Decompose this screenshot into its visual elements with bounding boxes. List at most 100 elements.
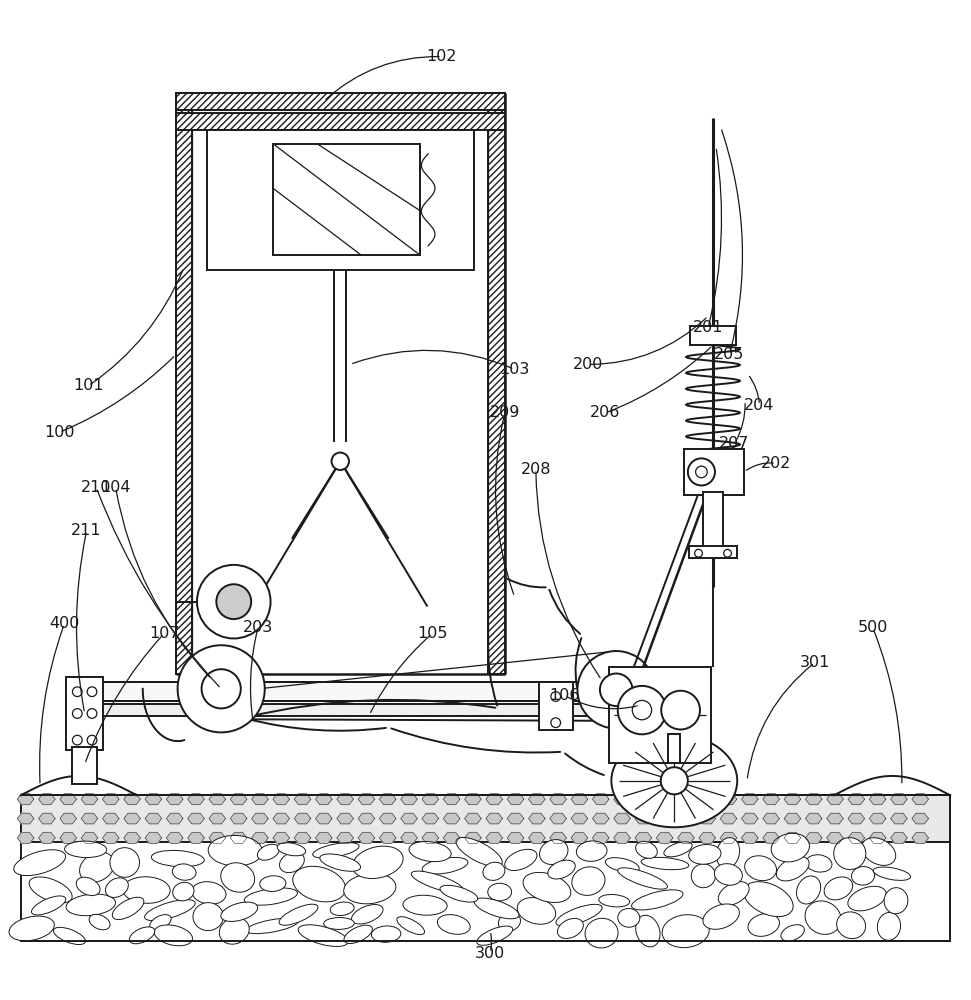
Circle shape (618, 686, 666, 734)
Text: 207: 207 (720, 436, 750, 451)
Polygon shape (763, 813, 780, 824)
Ellipse shape (873, 867, 911, 880)
Polygon shape (486, 794, 502, 805)
Ellipse shape (145, 900, 195, 921)
Circle shape (687, 458, 715, 485)
Ellipse shape (641, 857, 688, 870)
Bar (488, 93, 505, 674)
Ellipse shape (397, 917, 424, 935)
Text: 106: 106 (550, 688, 580, 703)
Ellipse shape (246, 918, 298, 934)
Polygon shape (294, 813, 311, 824)
Ellipse shape (523, 872, 571, 902)
Ellipse shape (173, 882, 194, 901)
Ellipse shape (344, 873, 396, 904)
Text: 100: 100 (45, 425, 75, 440)
Polygon shape (444, 833, 460, 843)
Text: 103: 103 (499, 362, 530, 377)
Polygon shape (763, 794, 780, 805)
Polygon shape (528, 833, 545, 843)
Ellipse shape (257, 844, 280, 860)
Ellipse shape (834, 838, 866, 870)
Circle shape (551, 692, 560, 701)
Ellipse shape (172, 864, 196, 880)
Polygon shape (486, 833, 502, 843)
Ellipse shape (474, 898, 519, 919)
Ellipse shape (154, 925, 192, 946)
Ellipse shape (220, 863, 254, 892)
Text: 105: 105 (417, 626, 448, 641)
Ellipse shape (487, 883, 512, 901)
Ellipse shape (292, 866, 346, 902)
Polygon shape (528, 794, 545, 805)
Ellipse shape (477, 926, 513, 945)
Polygon shape (848, 794, 864, 805)
Ellipse shape (77, 877, 100, 896)
Polygon shape (635, 813, 652, 824)
Polygon shape (401, 813, 418, 824)
Ellipse shape (518, 898, 555, 924)
Ellipse shape (110, 848, 140, 877)
Polygon shape (60, 833, 77, 843)
Text: 210: 210 (81, 480, 112, 495)
Ellipse shape (605, 858, 639, 873)
Circle shape (87, 735, 97, 745)
Ellipse shape (715, 864, 743, 885)
Circle shape (694, 549, 702, 557)
Polygon shape (912, 813, 928, 824)
Polygon shape (720, 833, 737, 843)
Polygon shape (60, 813, 77, 824)
Polygon shape (316, 794, 332, 805)
Polygon shape (806, 833, 822, 843)
Bar (66, 677, 103, 750)
Polygon shape (60, 794, 77, 805)
Polygon shape (17, 794, 34, 805)
Polygon shape (507, 833, 523, 843)
Bar (539, 682, 573, 730)
Ellipse shape (777, 856, 809, 881)
Text: 301: 301 (799, 655, 830, 670)
Polygon shape (146, 833, 161, 843)
Ellipse shape (781, 925, 804, 941)
Ellipse shape (150, 915, 171, 930)
Circle shape (87, 687, 97, 697)
Polygon shape (763, 833, 780, 843)
Ellipse shape (636, 915, 660, 947)
Polygon shape (869, 813, 886, 824)
Ellipse shape (192, 882, 226, 904)
Bar (93, 704, 708, 716)
Ellipse shape (599, 895, 629, 907)
Polygon shape (806, 813, 822, 824)
Polygon shape (912, 833, 928, 843)
Ellipse shape (220, 902, 257, 921)
Polygon shape (251, 813, 268, 824)
Polygon shape (507, 794, 523, 805)
Text: 102: 102 (426, 49, 457, 64)
Ellipse shape (662, 915, 709, 948)
Polygon shape (848, 813, 864, 824)
Polygon shape (337, 813, 353, 824)
Polygon shape (699, 833, 716, 843)
Ellipse shape (80, 852, 115, 882)
Polygon shape (103, 813, 119, 824)
Polygon shape (656, 813, 673, 824)
Polygon shape (209, 794, 225, 805)
Ellipse shape (437, 915, 470, 934)
Polygon shape (39, 794, 55, 805)
Ellipse shape (280, 852, 304, 873)
Polygon shape (230, 794, 247, 805)
Ellipse shape (9, 916, 54, 941)
Ellipse shape (323, 918, 354, 929)
Bar (72, 747, 97, 784)
Bar (207, 130, 474, 270)
Polygon shape (592, 794, 609, 805)
Ellipse shape (771, 833, 810, 862)
Polygon shape (380, 833, 396, 843)
Polygon shape (826, 833, 843, 843)
Polygon shape (550, 813, 566, 824)
Polygon shape (571, 794, 587, 805)
Circle shape (73, 735, 83, 745)
Ellipse shape (193, 903, 223, 931)
Polygon shape (358, 833, 375, 843)
Polygon shape (571, 833, 587, 843)
